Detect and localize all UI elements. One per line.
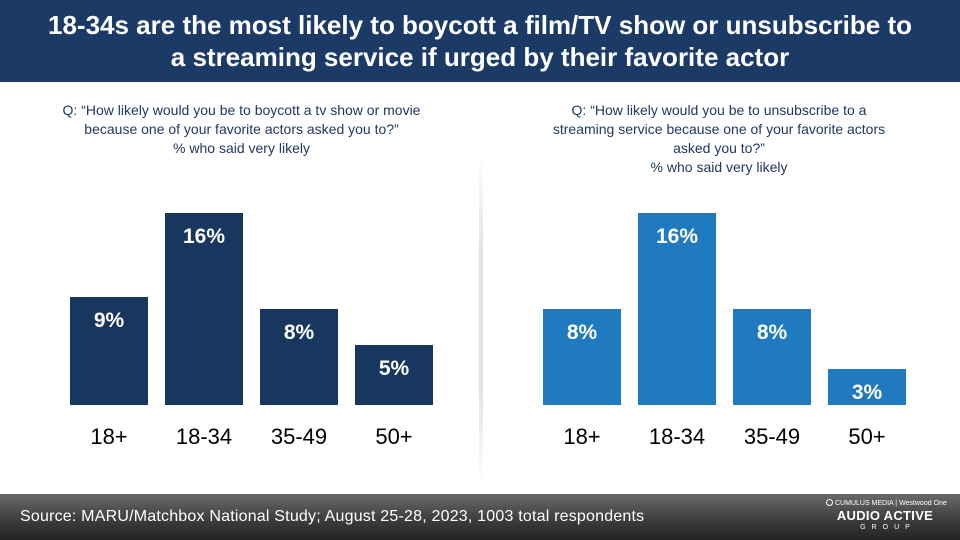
logo-cumulus-text: CUMULUS MEDIA xyxy=(835,500,894,507)
right-category-label-35-49: 35-49 xyxy=(744,424,800,449)
right-question-line-2: streaming service because one of your fa… xyxy=(552,121,886,137)
left-category-label-18+: 18+ xyxy=(90,424,127,449)
right-bar-18+ xyxy=(543,309,621,405)
right-category-label-18-34: 18-34 xyxy=(649,424,705,449)
logo-sub-text: GROUP xyxy=(860,524,916,531)
footer-bar: Source: MARU/Matchbox National Study; Au… xyxy=(0,494,960,540)
right-bar-50+ xyxy=(828,369,906,405)
right-data-label-50+: 3% xyxy=(852,381,883,404)
right-bar-18-34 xyxy=(638,213,716,405)
right-question-line-3: asked you to?” xyxy=(673,140,765,156)
left-bar-18+ xyxy=(70,297,148,405)
right-data-label-18+: 8% xyxy=(567,321,598,344)
left-bar-18-34 xyxy=(165,213,243,405)
left-data-label-50+: 5% xyxy=(379,357,410,380)
right-question-line-1: Q: “How likely would you be to unsubscri… xyxy=(571,102,867,118)
left-category-label-35-49: 35-49 xyxy=(271,424,327,449)
logo-partners: CUMULUS MEDIA | Westwood One xyxy=(826,499,947,509)
cumulus-icon xyxy=(826,499,833,506)
left-question-subtitle: % who said very likely xyxy=(173,140,310,156)
left-data-label-18-34: 16% xyxy=(183,225,225,248)
left-bar-50+ xyxy=(355,345,433,405)
left-data-label-35-49: 8% xyxy=(284,321,315,344)
right-question: Q: “How likely would you be to unsubscri… xyxy=(478,101,960,177)
right-category-label-50+: 50+ xyxy=(848,424,885,449)
left-category-label-50+: 50+ xyxy=(375,424,412,449)
right-bar-35-49 xyxy=(733,309,811,405)
left-question-line-2: because one of your favorite actors aske… xyxy=(84,121,399,137)
right-data-label-18-34: 16% xyxy=(656,225,698,248)
right-category-label-18+: 18+ xyxy=(563,424,600,449)
left-bar-35-49 xyxy=(260,309,338,405)
logo-westwood-text: Westwood One xyxy=(899,500,947,507)
page-title-line-2: a streaming service if urged by their fa… xyxy=(170,42,790,72)
left-question: Q: “How likely would you be to boycott a… xyxy=(0,101,483,158)
logo-main-text: AUDIO ACTIVE xyxy=(836,508,934,523)
panel-divider xyxy=(479,150,483,490)
left-data-label-18+: 9% xyxy=(94,309,125,332)
left-question-line-1: Q: “How likely would you be to boycott a… xyxy=(62,102,421,118)
right-data-label-35-49: 8% xyxy=(757,321,788,344)
right-question-subtitle: % who said very likely xyxy=(650,159,788,175)
audio-active-group-logo: CUMULUS MEDIA | Westwood One AUDIO ACTIV… xyxy=(826,499,947,537)
page-title-line-1: 18-34s are the most likely to boycott a … xyxy=(48,10,912,40)
title-banner: 18-34s are the most likely to boycott a … xyxy=(0,0,960,82)
left-category-label-18-34: 18-34 xyxy=(176,424,232,449)
source-note: Source: MARU/Matchbox National Study; Au… xyxy=(20,508,645,525)
